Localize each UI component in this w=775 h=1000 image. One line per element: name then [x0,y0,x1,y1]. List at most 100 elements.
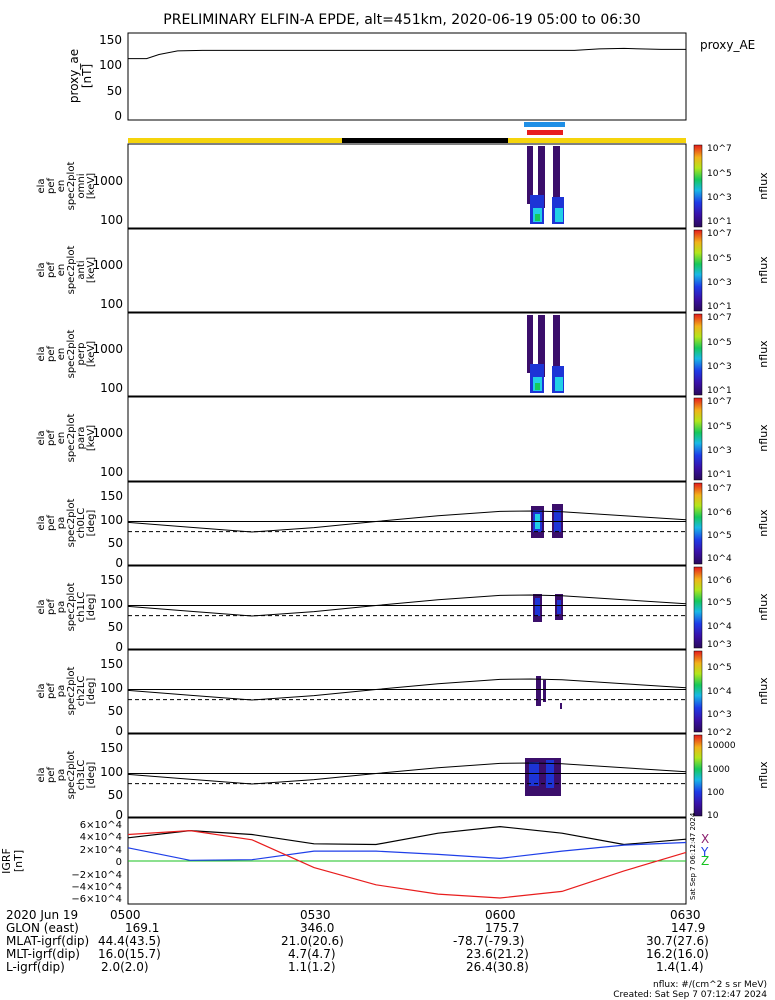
ch2-cb-label: nflux [757,677,770,705]
ch3-ylabel-5: ch3LC [76,760,87,791]
sunlit-bar-right [508,138,686,143]
proxy-ae-ytick-100: 100 [99,58,122,72]
ch0-ylabel-2: pef [46,515,57,532]
ch2-ylabel-1: ela [36,683,47,698]
time-label-0500: 0500 [110,908,141,922]
ch3-loss-cone-line [127,762,687,785]
para-ylabel-6: [keV] [86,425,97,451]
ch0-cb-tick-7: 10^7 [707,484,732,494]
eph-glon-0500: 169.1 [125,921,159,935]
eph-l-0600: 26.4(30.8) [466,960,529,974]
eph-l-0530: 1.1(1.2) [288,960,336,974]
eph-row-label-glon: GLON (east) [6,921,79,935]
panel-ch2: 150 100 50 0 ela pef pa spec2plot ch2LC … [36,649,770,738]
perp-cb-tick-5: 10^5 [707,338,732,348]
ch1-ytick-0: 0 [115,640,123,654]
para-cb-tick-7: 10^7 [707,397,732,407]
perp-cb-tick-1: 10^1 [707,386,732,396]
ch2-blob-core-2 [543,680,546,702]
ch2-frame [127,649,687,734]
omni-ylabel-4: spec2plot [66,162,77,211]
ch1-loss-cone-line [127,594,687,617]
anti-ylabel-5: anti [76,260,87,279]
ch0-ylabel-6: [deg] [86,510,97,537]
ch3-ylabel-6: [deg] [86,762,97,789]
igrf-label-x: X [701,832,709,846]
ch2-ytick-100: 100 [100,681,123,695]
eph-mlt-0600: 23.6(21.2) [466,947,529,961]
igrf-ytick-neg2: −2×10^4 [71,870,122,881]
para-cb-tick-1: 10^1 [707,470,732,480]
anti-cb-label: nflux [757,256,770,284]
ch0-loss-cone-line [127,510,687,533]
ch2-ytick-50: 50 [108,704,123,718]
ch1-colorbar [693,566,703,649]
ch2-cb-tick-5: 10^5 [707,663,732,673]
ch3-colorbar [693,734,703,817]
ch0-ytick-100: 100 [100,513,123,527]
ch0-cb-label: nflux [757,509,770,537]
perp-ylabel-6: [keV] [86,341,97,367]
proxy-ae-right-label: proxy_AE [700,38,755,52]
igrf-ylabel-unit: [nT] [12,850,25,872]
omni-warm-1 [535,214,540,221]
perp-ytick-100: 100 [100,381,123,395]
perp-ytick-1000: 1000 [92,342,123,356]
anti-cb-tick-7: 10^7 [707,229,732,239]
plot-timestamp: Sat Sep 7 06:12:47 2024 [689,812,697,900]
perp-ylabel-1: ela [36,346,47,361]
ch0-ylabel-4: spec2plot [66,499,77,548]
eph-row-label-mlt: MLT-igrf(dip) [6,947,80,961]
ch2-cb-tick-3: 10^3 [707,710,732,720]
omni-ytick-100: 100 [100,213,123,227]
perp-cb-tick-3: 10^3 [707,362,732,372]
proxy-ae-ytick-0: 0 [114,109,122,123]
ch1-ylabel-3: pa [56,601,67,613]
ch1-blob-mid-1 [535,598,540,616]
ephemeris-table: 2020 Jun 19 GLON (east) MLAT-igrf(dip) M… [6,908,709,974]
igrf-ytick-zero: 0 [116,857,122,868]
perp-frame [127,312,687,397]
para-frame [127,396,687,482]
ch2-ytick-0: 0 [115,724,123,738]
eph-mlat-0600: -78.7(-79.3) [453,934,524,948]
eph-l-0630: 1.4(1.4) [656,960,704,974]
ch0-ylabel-3: pa [56,517,67,529]
perp-colorbar [693,313,703,396]
igrf-label-z: Z [701,854,709,868]
omni-colorbar [693,144,703,228]
ch3-ytick-0: 0 [115,808,123,822]
anti-cb-tick-1: 10^1 [707,302,732,312]
igrf-ytick-pos4: 4×10^4 [80,832,122,843]
omni-ylabel-5: omni [76,174,87,199]
ch2-loss-cone-line [127,678,687,701]
panel-ch3: 150 100 50 0 ela pef pa spec2plot ch3LC … [36,733,770,822]
anti-ytick-100: 100 [100,297,123,311]
ch1-cb-tick-3: 10^3 [707,640,732,650]
omni-ytick-1000: 1000 [92,174,123,188]
ch3-ytick-150: 150 [100,741,123,755]
omni-frame [127,143,687,229]
anti-cb-tick-5: 10^5 [707,254,732,264]
perp-spectrogram [527,315,564,393]
para-ylabel-3: en [56,432,67,445]
para-cb-label: nflux [757,424,770,452]
anti-ytick-1000: 1000 [92,258,123,272]
ch2-ylabel-4: spec2plot [66,667,77,716]
ch3-cb-tick-10000: 10000 [707,741,736,751]
para-ylabel-4: spec2plot [66,414,77,463]
ch1-cb-tick-4: 10^4 [707,622,732,632]
ch1-ylabel-6: [deg] [86,594,97,621]
omni-ylabel-1: ela [36,178,47,193]
omni-ylabel-2: pef [46,178,57,195]
proxy-ae-ytick-50: 50 [107,84,122,98]
perp-warm-1 [535,383,540,390]
ch2-pitch-blobs [536,676,562,709]
anti-ylabel-2: pef [46,262,57,279]
ch0-cb-tick-5: 10^5 [707,531,732,541]
anti-ylabel-6: [keV] [86,257,97,283]
ch1-ytick-150: 150 [100,573,123,587]
eph-row-label-mlat: MLAT-igrf(dip) [6,934,89,948]
perp-ylabel-3: en [56,348,67,361]
ch0-ytick-0: 0 [115,556,123,570]
